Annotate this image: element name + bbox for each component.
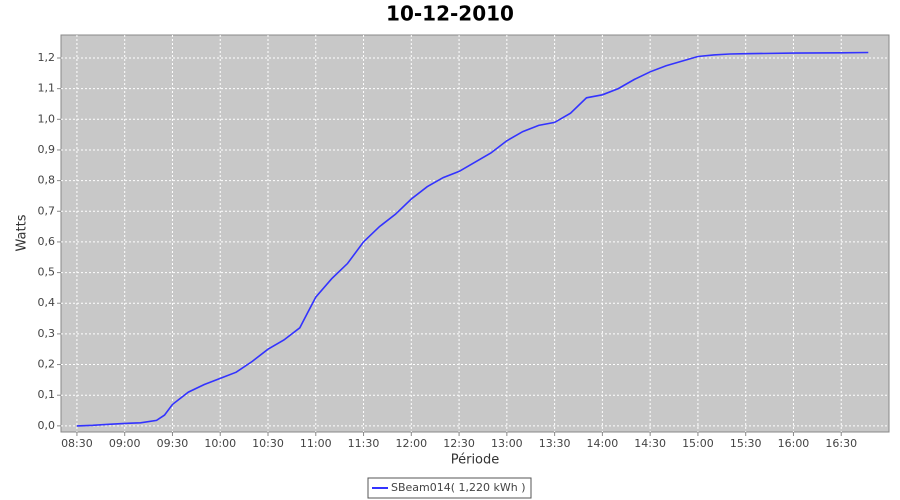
y-tick-label: 1,2 [38,51,56,64]
x-tick-label: 11:30 [348,437,380,450]
y-tick-label: 0,4 [38,296,56,309]
y-tick-label: 0,6 [38,235,56,248]
y-tick-label: 0,9 [38,143,56,156]
x-tick-label: 13:00 [491,437,523,450]
x-axis-label: Période [451,453,500,468]
x-tick-label: 16:30 [825,437,857,450]
plot-area [60,34,890,433]
x-tick-label: 12:00 [395,437,427,450]
x-tick-label: 09:00 [109,437,141,450]
y-tick-label: 0,2 [38,358,56,371]
y-tick-label: 0,3 [38,327,56,340]
x-tick-label: 08:30 [61,437,93,450]
x-tick-label: 15:30 [730,437,762,450]
x-tick-label: 09:30 [157,437,189,450]
y-tick-label: 1,1 [38,82,56,95]
y-tick-label: 0,7 [38,204,56,217]
x-tick-label: 14:00 [587,437,619,450]
x-tick-label: 12:30 [443,437,475,450]
y-tick-label: 0,8 [38,174,56,187]
y-tick-label: 0,1 [38,388,56,401]
data-line [76,51,869,427]
legend-label: SBeam014( 1,220 kWh ) [391,481,526,494]
chart-title: 10-12-2010 [386,2,514,26]
x-tick-label: 11:00 [300,437,332,450]
y-tick-label: 0,0 [38,419,56,432]
x-tick-label: 10:30 [252,437,284,450]
y-axis-label: Watts [15,214,30,251]
x-tick-label: 10:00 [204,437,236,450]
legend-box [367,477,532,499]
x-tick-label: 16:00 [778,437,810,450]
y-tick-label: 0,5 [38,266,56,279]
x-tick-label: 14:30 [634,437,666,450]
y-tick-label: 1,0 [38,112,56,125]
x-tick-label: 15:00 [682,437,714,450]
x-tick-label: 13:30 [539,437,571,450]
